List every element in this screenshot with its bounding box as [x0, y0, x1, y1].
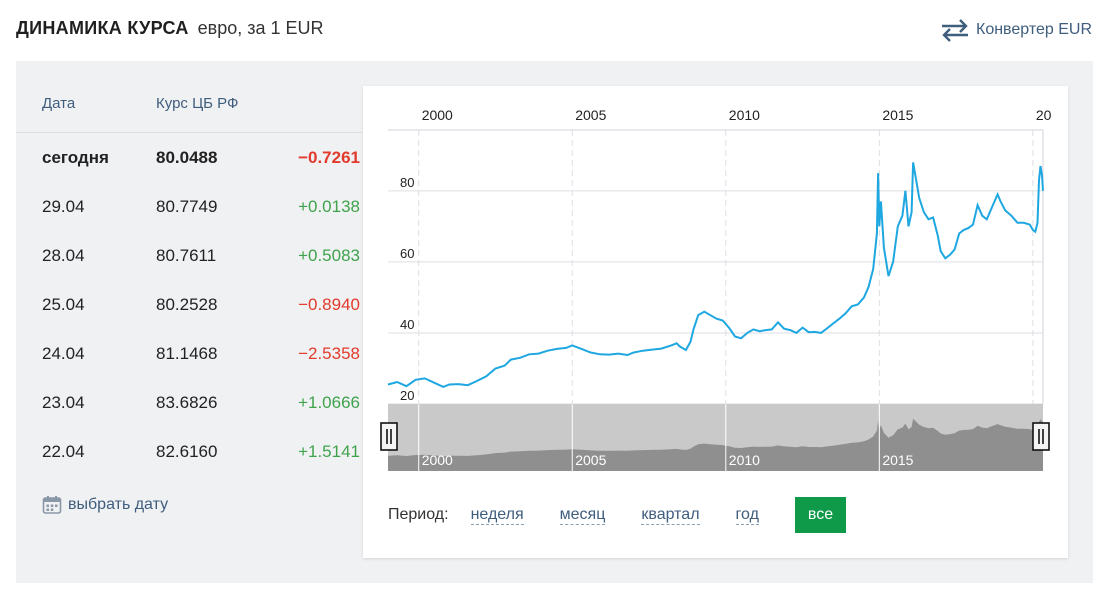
row-rate: 80.2528 — [156, 295, 218, 314]
title-main: ДИНАМИКА КУРСА — [16, 18, 189, 38]
row-date: 28.04 — [42, 246, 85, 265]
table-row: 28.04 80.7611 +0.5083 — [16, 231, 362, 280]
y-tick-label: 40 — [400, 317, 414, 332]
converter-link[interactable]: Конвертер EUR — [940, 18, 1092, 42]
period-selector: Период: неделя месяц квартал год все — [388, 497, 847, 533]
row-date: 29.04 — [42, 197, 85, 216]
year-label: 2005 — [575, 107, 606, 123]
header: ДИНАМИКА КУРСА евро, за 1 EUR Конвертер … — [16, 16, 1096, 46]
navigator-right-handle-body — [1032, 422, 1050, 451]
navigator-left-handle[interactable] — [380, 422, 398, 451]
year-label: 2010 — [729, 107, 760, 123]
row-change: +0.5083 — [298, 246, 360, 265]
period-all-button[interactable]: все — [794, 497, 847, 533]
row-rate: 81.1468 — [156, 344, 218, 363]
year-label: 2015 — [882, 107, 913, 123]
year-label: 2000 — [422, 107, 453, 123]
rate-chart[interactable]: 2000 2005 2010 2015 20 20 40 60 80 2000 2005 2010… — [363, 86, 1068, 486]
table-header: Дата Курс ЦБ РФ — [16, 61, 362, 133]
row-rate: 82.6160 — [156, 442, 218, 461]
row-date: 22.04 — [42, 442, 85, 461]
navigator-right-handle[interactable] — [1032, 422, 1050, 451]
row-change: +1.0666 — [298, 393, 360, 412]
row-change: +0.0138 — [298, 197, 360, 216]
row-change: −2.5358 — [298, 344, 360, 363]
year-labels: 2000 2005 2010 2015 20 — [422, 107, 1052, 123]
calendar-icon — [42, 496, 62, 514]
period-quarter[interactable]: квартал — [641, 505, 700, 525]
table-row: 23.04 83.6826 +1.0666 — [16, 378, 362, 427]
y-tick-label: 20 — [400, 388, 414, 403]
table-row: 24.04 81.1468 −2.5358 — [16, 329, 362, 378]
row-rate: 80.0488 — [156, 148, 218, 167]
row-rate: 80.7749 — [156, 197, 218, 216]
period-year[interactable]: год — [735, 505, 759, 525]
converter-label: Конвертер EUR — [976, 21, 1092, 38]
table-row: 22.04 82.6160 +1.5141 — [16, 427, 362, 476]
row-rate: 83.6826 — [156, 393, 218, 412]
table-row: сегодня 80.0488 −0.7261 — [16, 133, 362, 182]
navigator-year-label: 2010 — [729, 452, 760, 468]
row-date: 25.04 — [42, 295, 85, 314]
title-currency: евро, за 1 EUR — [197, 18, 324, 38]
navigator-left-handle-body — [380, 422, 398, 451]
period-week[interactable]: неделя — [470, 505, 524, 525]
table-row: 25.04 80.2528 −0.8940 — [16, 280, 362, 329]
page-title: ДИНАМИКА КУРСА евро, за 1 EUR — [16, 18, 324, 39]
y-tick-label: 60 — [400, 246, 414, 261]
navigator: 2000 2005 2010 2015 — [380, 404, 1050, 471]
column-header-rate: Курс ЦБ РФ — [156, 95, 239, 112]
column-header-date: Дата — [42, 95, 76, 112]
chart-grid — [388, 129, 1044, 405]
year-label: 20 — [1036, 107, 1052, 123]
row-date: сегодня — [42, 148, 109, 167]
y-tick-label: 80 — [400, 175, 414, 190]
row-date: 23.04 — [42, 393, 85, 412]
rates-table: сегодня 80.0488 −0.7261 29.04 80.7749 +0… — [16, 133, 362, 476]
period-month[interactable]: месяц — [559, 505, 606, 525]
pick-date-link[interactable]: выбрать дату — [42, 495, 168, 515]
navigator-year-label: 2000 — [422, 452, 453, 468]
rate-line — [387, 162, 1044, 388]
y-axis-labels: 20 40 60 80 — [400, 175, 414, 403]
chart-card: 2000 2005 2010 2015 20 20 40 60 80 2000 2005 2010… — [363, 86, 1068, 558]
row-change: −0.8940 — [298, 295, 360, 314]
row-rate: 80.7611 — [156, 246, 217, 265]
period-label: Период: — [388, 506, 449, 523]
pick-date-label: выбрать дату — [68, 496, 169, 513]
navigator-year-label: 2015 — [882, 452, 913, 468]
row-date: 24.04 — [42, 344, 85, 363]
navigator-year-label: 2005 — [575, 452, 606, 468]
row-change: +1.5141 — [298, 442, 360, 461]
rates-panel: Дата Курс ЦБ РФ сегодня 80.0488 −0.7261 … — [16, 61, 1093, 583]
row-change: −0.7261 — [298, 148, 360, 167]
swap-arrows-icon — [942, 19, 968, 42]
table-row: 29.04 80.7749 +0.0138 — [16, 182, 362, 231]
